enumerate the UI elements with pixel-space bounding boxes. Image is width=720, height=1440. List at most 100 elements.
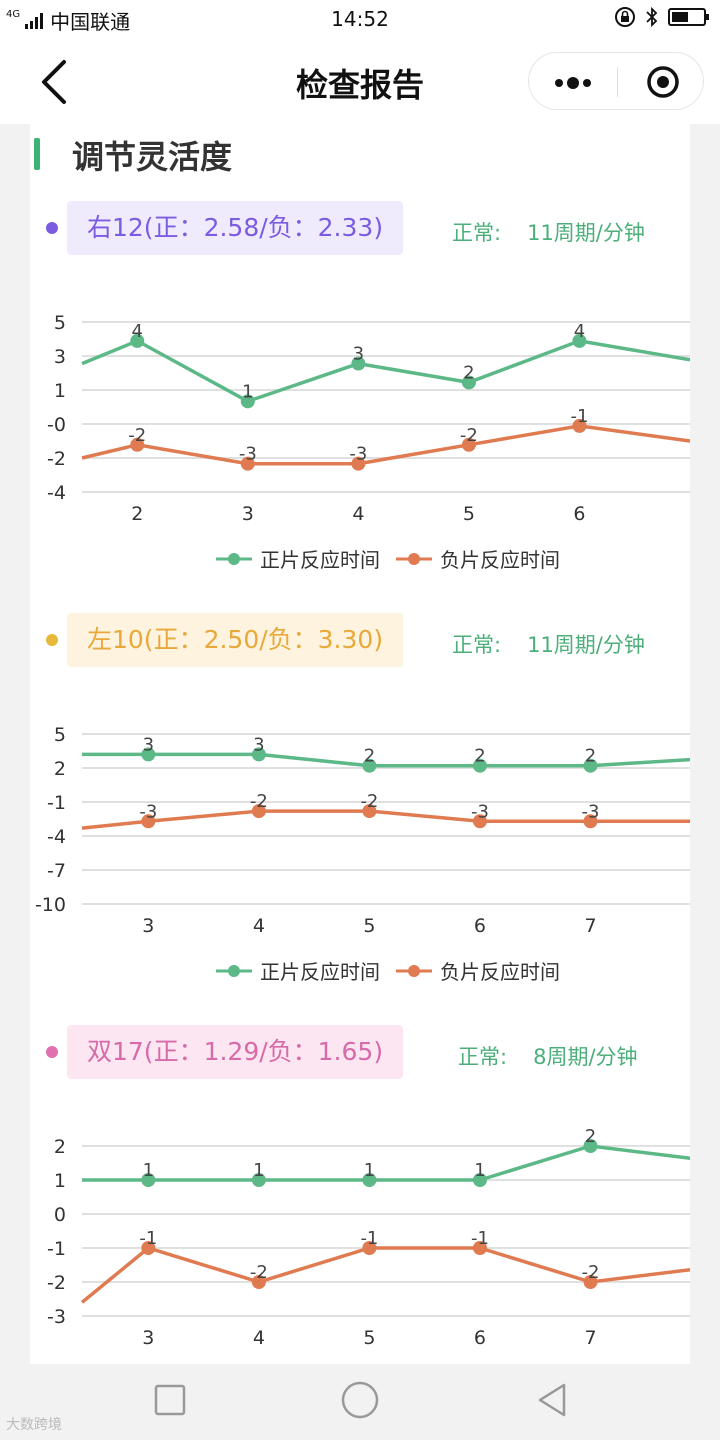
legend-negative[interactable]: 负片反应时间 xyxy=(394,544,560,573)
y-tick-label: -2 xyxy=(47,1272,66,1294)
normal-value: 11周期/分钟 xyxy=(527,221,645,245)
chart-right: 5 3 1 -0 -2 -4 2 3 4 5 6 4 1 3 2 4 -2 -3 -3 -2 -1 xyxy=(47,312,690,525)
data-label: 2 xyxy=(585,746,596,767)
chart-left: 5 2 -1 -4 -7 -10 3 4 5 6 7 3 3 2 2 2 -3 -2 -2 -3 -3 xyxy=(35,724,690,937)
positive-point xyxy=(583,1139,598,1153)
data-label: -1 xyxy=(139,1228,157,1249)
bluetooth-icon xyxy=(646,6,658,28)
series-dot-right xyxy=(46,222,58,234)
x-tick-label: 6 xyxy=(573,503,585,525)
positive-series-line xyxy=(82,752,690,768)
data-label: 2 xyxy=(585,1126,596,1147)
chevron-left-icon xyxy=(42,60,66,104)
report-card: 调节灵活度 右12(正：2.58/负：2.33) 正常: 11周期/分钟 5 3 1 -… xyxy=(30,124,690,1364)
data-label: -2 xyxy=(128,425,146,446)
x-tick-label: 6 xyxy=(474,1327,486,1349)
data-label: 1 xyxy=(474,1160,485,1181)
x-tick-label: 5 xyxy=(363,915,375,937)
data-label: -3 xyxy=(349,444,367,465)
result-pill-both: 双17(正：1.29/负：1.65) xyxy=(67,1025,404,1079)
result-pill-right: 右12(正：2.58/负：2.33) xyxy=(67,201,404,255)
chart-both: 2 1 0 -1 -2 -3 3 4 5 6 7 1 1 1 1 2 -1 -2 -1 -1 -2 xyxy=(47,1126,690,1349)
capsule-divider xyxy=(617,67,618,97)
close-button[interactable] xyxy=(618,53,705,111)
positive-point xyxy=(240,394,255,409)
network-type: 4G xyxy=(6,9,21,20)
legend-negative-label: 负片反应时间 xyxy=(440,548,560,572)
chart-legend-right: 正片反应时间 负片反应时间 xyxy=(30,544,690,574)
normal-label: 正常: xyxy=(458,1045,508,1069)
data-label: -3 xyxy=(471,801,489,822)
positive-point xyxy=(472,758,487,773)
data-label: -2 xyxy=(582,1262,600,1283)
data-label: 2 xyxy=(474,746,485,767)
y-tick-label: -4 xyxy=(47,482,66,504)
normal-range-right: 正常: 11周期/分钟 xyxy=(452,217,645,247)
chart-legend-left: 正片反应时间 负片反应时间 xyxy=(30,956,690,986)
legend-negative-marker xyxy=(396,964,432,977)
x-tick-label: 5 xyxy=(363,1327,375,1349)
y-tick-label: -0 xyxy=(47,414,66,436)
negative-point xyxy=(130,437,145,452)
x-tick-label: 2 xyxy=(131,503,143,525)
close-target-icon xyxy=(647,66,679,98)
y-tick-label: -3 xyxy=(47,1306,66,1328)
normal-value: 11周期/分钟 xyxy=(527,633,645,657)
negative-point xyxy=(141,814,156,829)
legend-positive[interactable]: 正片反应时间 xyxy=(214,956,380,985)
x-tick-label: 6 xyxy=(474,915,486,937)
data-label: -2 xyxy=(460,425,478,446)
series-dot-left xyxy=(46,634,58,646)
section-accent-bar xyxy=(34,138,40,170)
normal-label: 正常: xyxy=(452,633,502,657)
legend-positive[interactable]: 正片反应时间 xyxy=(214,544,380,573)
y-tick-label: -4 xyxy=(47,826,66,848)
legend-negative[interactable]: 负片反应时间 xyxy=(394,956,560,985)
system-nav-bar xyxy=(0,1364,720,1440)
y-tick-label: 1 xyxy=(54,380,66,402)
y-tick-label: 2 xyxy=(54,1136,66,1158)
back-button[interactable] xyxy=(30,54,86,110)
back-triangle-button[interactable] xyxy=(532,1380,572,1420)
mini-program-capsule xyxy=(528,52,704,110)
home-button[interactable] xyxy=(338,1378,382,1422)
data-label: 4 xyxy=(574,321,585,342)
section-title: 调节灵活度 xyxy=(72,138,233,176)
lock-rotation-icon xyxy=(615,7,635,27)
x-tick-label: 7 xyxy=(584,1327,596,1349)
y-tick-label: 5 xyxy=(54,312,66,334)
data-label: -1 xyxy=(570,406,588,427)
positive-point xyxy=(251,747,266,762)
positive-point xyxy=(251,1173,266,1187)
data-label: -3 xyxy=(582,801,600,822)
battery-icon xyxy=(668,8,709,26)
legend-positive-label: 正片反应时间 xyxy=(260,960,380,984)
data-label: 1 xyxy=(242,381,253,402)
recent-apps-button[interactable] xyxy=(150,1380,190,1420)
negative-point xyxy=(240,456,255,471)
data-label: -2 xyxy=(250,791,268,812)
x-tick-label: 3 xyxy=(242,503,254,525)
signal-icon xyxy=(25,12,44,29)
negative-point xyxy=(572,418,587,433)
x-tick-label: 4 xyxy=(253,1327,265,1349)
positive-point xyxy=(351,356,366,371)
legend-negative-label: 负片反应时间 xyxy=(440,960,560,984)
y-tick-label: 2 xyxy=(54,758,66,780)
negative-point xyxy=(583,814,598,829)
result-pill-left: 左10(正：2.50/负：3.30) xyxy=(67,613,404,667)
data-label: 3 xyxy=(353,344,364,365)
x-tick-label: 4 xyxy=(352,503,364,525)
x-tick-label: 3 xyxy=(142,915,154,937)
negative-point xyxy=(141,1241,156,1255)
normal-range-left: 正常: 11周期/分钟 xyxy=(452,629,645,659)
normal-label: 正常: xyxy=(452,221,502,245)
y-tick-label: 5 xyxy=(54,724,66,746)
negative-point xyxy=(461,437,476,452)
carrier-name: 中国联通 xyxy=(50,10,131,34)
x-tick-label: 3 xyxy=(142,1327,154,1349)
data-label: 2 xyxy=(463,362,474,383)
y-tick-label: -1 xyxy=(47,792,66,814)
data-label: -2 xyxy=(360,791,378,812)
more-button[interactable] xyxy=(529,53,617,111)
